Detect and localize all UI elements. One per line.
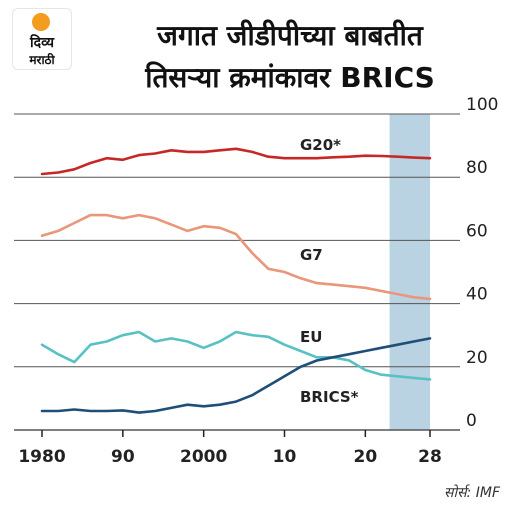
x-tick-label: 28 bbox=[418, 447, 442, 467]
x-tick-label: 90 bbox=[111, 447, 135, 467]
series-label-brics: BRICS* bbox=[300, 388, 359, 406]
page-title-line-2: तिसऱ्या क्रमांकावर BRICS bbox=[145, 61, 435, 94]
series-line-g7 bbox=[40, 213, 432, 301]
page-title-line-1: जगात जीडीपीच्या बाबतीत bbox=[157, 19, 423, 52]
series-label-g20: G20* bbox=[300, 136, 341, 154]
projection-band bbox=[389, 114, 430, 430]
series-line-g20 bbox=[40, 147, 432, 176]
series-label-eu: EU bbox=[300, 328, 322, 346]
source-label: सोर्स: IMF bbox=[444, 485, 500, 501]
series-label-g7: G7 bbox=[300, 246, 323, 264]
x-tick-label: 10 bbox=[273, 447, 297, 467]
y-tick-label: 20 bbox=[466, 348, 488, 368]
y-tick-label: 100 bbox=[466, 95, 498, 115]
logo-line-1: दिव्य bbox=[30, 35, 54, 51]
y-tick-label: 60 bbox=[466, 221, 488, 241]
y-tick-label: 80 bbox=[466, 158, 488, 178]
x-tick-label: 2000 bbox=[180, 447, 227, 467]
series-line-eu bbox=[40, 330, 432, 381]
x-tick-label: 1980 bbox=[18, 447, 65, 467]
x-tick-label: 20 bbox=[353, 447, 377, 467]
y-tick-label: 40 bbox=[466, 285, 488, 305]
sun-icon bbox=[32, 13, 50, 31]
logo: दिव्य मराठी bbox=[12, 8, 72, 70]
series-line-brics bbox=[40, 337, 432, 414]
logo-line-2: मराठी bbox=[29, 53, 55, 67]
y-tick-label: 0 bbox=[466, 411, 477, 431]
